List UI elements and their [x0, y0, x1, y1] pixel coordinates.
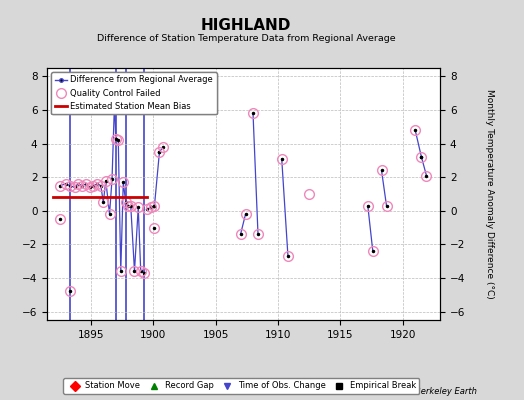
Text: HIGHLAND: HIGHLAND — [201, 18, 291, 33]
Y-axis label: Monthly Temperature Anomaly Difference (°C): Monthly Temperature Anomaly Difference (… — [485, 89, 494, 299]
Legend: Difference from Regional Average, Quality Control Failed, Estimated Station Mean: Difference from Regional Average, Qualit… — [51, 72, 216, 114]
Text: Difference of Station Temperature Data from Regional Average: Difference of Station Temperature Data f… — [97, 34, 396, 43]
Legend: Station Move, Record Gap, Time of Obs. Change, Empirical Break: Station Move, Record Gap, Time of Obs. C… — [63, 378, 419, 394]
Text: Berkeley Earth: Berkeley Earth — [415, 387, 477, 396]
